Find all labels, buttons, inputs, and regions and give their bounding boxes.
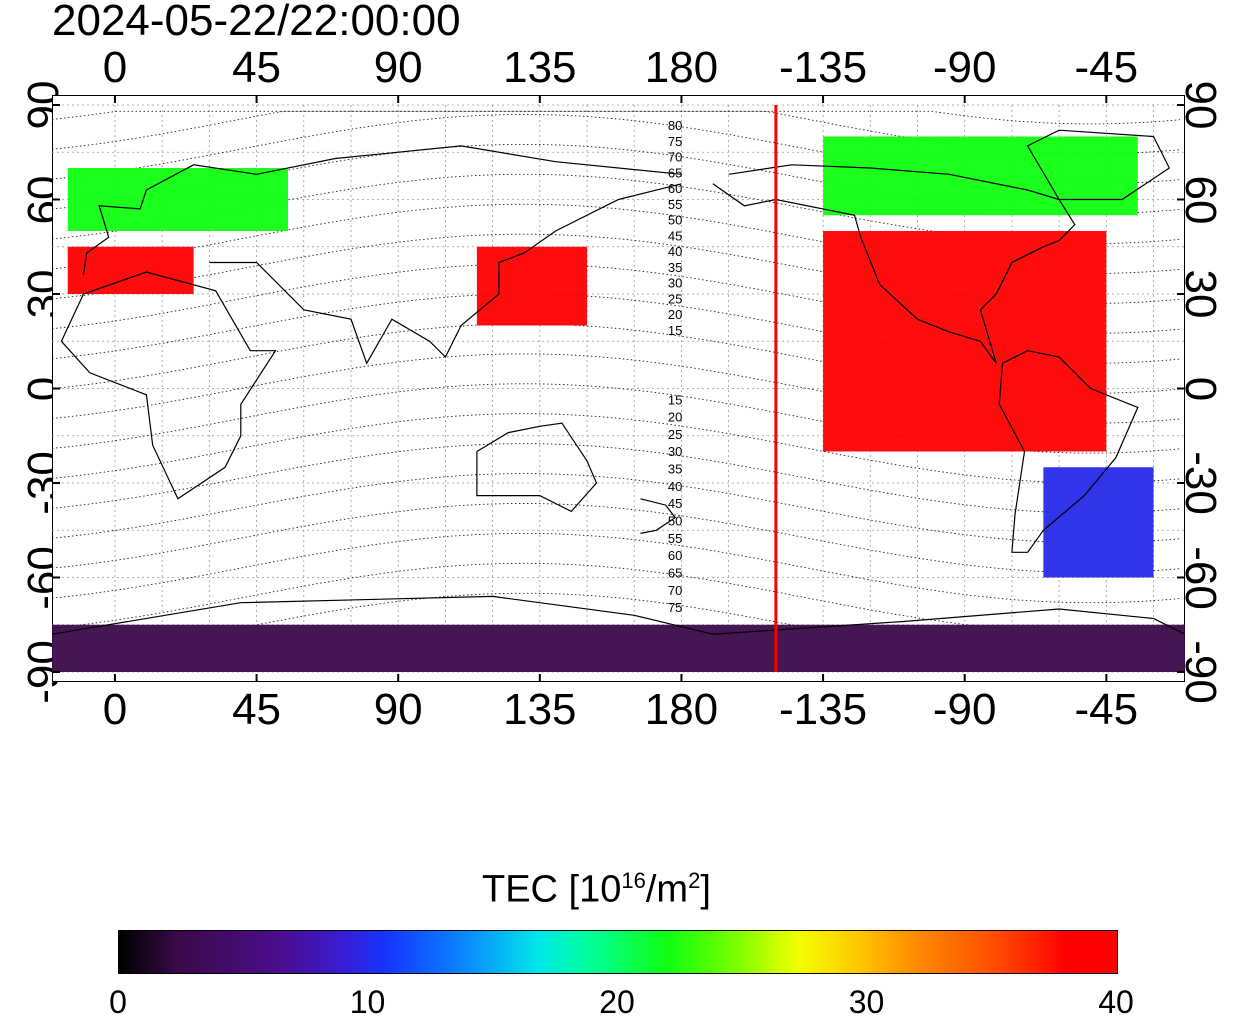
colorbar-title: TEC [1016/m2]	[482, 868, 711, 911]
tec-region	[823, 231, 1107, 452]
coastline-path	[712, 164, 1076, 364]
contour-line	[52, 532, 1181, 604]
tec-region	[67, 168, 289, 231]
contour-line	[52, 413, 1181, 484]
colorbar-tick-label: 10	[349, 984, 386, 1020]
contour-label: 40	[668, 244, 682, 259]
contour-line	[52, 143, 1181, 215]
contour-label: 70	[668, 583, 682, 598]
bottom-lon-tick: 0	[102, 685, 128, 734]
bottom-lon-tick: -135	[779, 685, 868, 734]
contour-line	[52, 562, 1181, 634]
contour-label: 30	[668, 276, 682, 291]
coastline-path	[640, 498, 677, 534]
coastlines	[52, 129, 1185, 635]
tec-region	[52, 624, 1185, 672]
top-lon-tick: 135	[503, 43, 577, 92]
contour-labels: 8075706560555045403530252015152025303540…	[668, 118, 682, 615]
contour-line	[52, 110, 1181, 125]
contour-label: 65	[668, 165, 682, 180]
contour-label: 15	[668, 323, 682, 338]
contour-label: 75	[668, 134, 682, 149]
contour-label: 35	[668, 462, 682, 477]
contour-line	[52, 473, 1181, 544]
contour-line	[52, 233, 1181, 304]
contour-label: 80	[668, 118, 682, 133]
contour-label: 45	[668, 496, 682, 511]
contour-label: 40	[668, 479, 682, 494]
colorbar-tick-label: 0	[109, 984, 127, 1020]
bottom-lon-tick: 180	[644, 685, 719, 734]
coastline-path	[1026, 129, 1171, 201]
contour-line	[52, 173, 1181, 245]
contour-label: 20	[668, 410, 682, 425]
contour-label: 60	[668, 548, 682, 563]
top-lon-tick: 90	[373, 43, 423, 92]
contour-label: 50	[668, 213, 682, 228]
contour-line	[52, 203, 1181, 274]
tec-region	[67, 246, 194, 294]
contour-line	[52, 263, 1181, 334]
contour-label: 65	[668, 566, 682, 581]
top-lon-tick: -135	[779, 43, 868, 92]
contour-label: 55	[668, 197, 682, 212]
tec-region	[476, 246, 588, 326]
tec-region	[1043, 467, 1154, 578]
bottom-lon-tick: -45	[1074, 685, 1139, 734]
bottom-lon-tick: 135	[503, 685, 577, 734]
map-title: 2024-05-22/22:00:00	[52, 0, 461, 45]
contour-label: 15	[668, 392, 682, 407]
top-lon-tick: 0	[102, 43, 128, 92]
coastline-path	[60, 271, 277, 500]
contour-label: 20	[668, 307, 682, 322]
top-lon-tick: -45	[1074, 43, 1139, 92]
coastline-path	[209, 183, 682, 365]
contour-label: 35	[668, 260, 682, 275]
contour-line	[52, 293, 1181, 364]
contour-line	[52, 353, 1181, 424]
frame-ticks	[52, 95, 1185, 682]
contour-label: 70	[668, 150, 682, 165]
contour-label: 45	[668, 228, 682, 243]
contour-label: 25	[668, 291, 682, 306]
contour-line	[52, 503, 1181, 574]
colorbar-tick-label: 30	[848, 984, 885, 1020]
contour-line	[52, 443, 1181, 514]
bottom-lon-tick: 90	[373, 685, 423, 734]
contour-label: 75	[668, 600, 682, 615]
top-lon-tick: -90	[932, 43, 997, 92]
coastline-path	[82, 145, 682, 276]
bottom-lon-tick: -90	[932, 685, 997, 734]
contour-label: 25	[668, 427, 682, 442]
coastline-path	[998, 350, 1139, 553]
contour-label: 50	[668, 514, 682, 529]
top-lon-tick: 45	[232, 43, 282, 92]
contour-line	[52, 114, 1181, 185]
colorbar-tick-label: 20	[599, 984, 635, 1020]
tec-region	[823, 136, 1138, 216]
bottom-lon-tick: 45	[232, 685, 282, 734]
contour-line	[52, 592, 1181, 663]
contour-label: 55	[668, 531, 682, 546]
tec-regions	[52, 136, 1185, 672]
colorbar-tick-label: 40	[1098, 984, 1134, 1020]
contour-label: 30	[668, 444, 682, 459]
contour-line	[52, 383, 1181, 454]
coastline-path	[52, 595, 1185, 635]
magnetic-contours	[52, 110, 1181, 663]
contour-line	[52, 323, 1181, 394]
tec-map: 8075706560555045403530252015152025303540…	[52, 95, 1185, 682]
top-lon-tick: 180	[644, 43, 719, 92]
contour-label: 60	[668, 181, 682, 196]
coastline-path	[476, 422, 598, 513]
colorbar	[118, 930, 1118, 974]
